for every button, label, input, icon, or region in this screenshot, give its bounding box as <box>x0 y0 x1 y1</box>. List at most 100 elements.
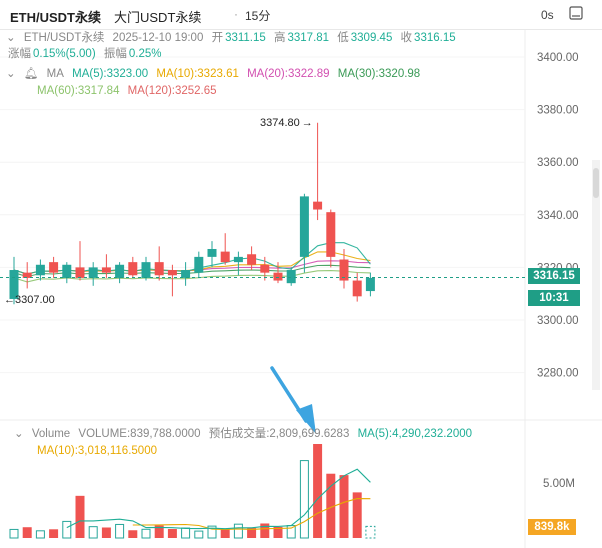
close-value: 3316.15 <box>414 32 456 44</box>
countdown-tag: 10:31 <box>528 290 580 306</box>
volume-bar <box>260 523 270 538</box>
candle-body <box>75 267 85 278</box>
volume-bar <box>181 527 191 539</box>
interval-selector[interactable]: 15分 <box>245 9 271 23</box>
price-tick-label: 3380.00 <box>537 105 579 117</box>
separator: · <box>234 7 238 21</box>
candle-body <box>181 270 191 278</box>
candle-body <box>167 270 177 276</box>
amp-value: 0.25% <box>128 48 162 60</box>
volume-bar <box>339 475 349 538</box>
candle-body <box>339 259 349 281</box>
candle-body <box>220 251 230 263</box>
price-tick-label: 3400.00 <box>537 52 579 64</box>
candle-body <box>299 196 309 257</box>
price-tick-label: 3280.00 <box>537 368 579 380</box>
legend-date: 2025-12-10 19:00 <box>112 32 204 44</box>
candle-body <box>128 262 138 276</box>
candle-body <box>365 277 375 292</box>
candle-body <box>22 272 32 278</box>
candle-body <box>207 248 217 257</box>
ohlc-legend: ⌄ ETH/USDT永续 2025-12-10 19:00 开 3311.15 高… <box>6 30 461 46</box>
volume-ma10: MA(10):3,018,116.5000 <box>37 445 157 457</box>
candle-body <box>352 280 362 297</box>
volume-bar <box>141 528 151 539</box>
volume-bars <box>9 444 376 539</box>
price-axis: 3280.003300.003320.003340.003360.003380.… <box>537 52 579 380</box>
change-label: 涨幅 <box>8 48 31 60</box>
candle-body <box>115 264 125 278</box>
candle-body <box>88 267 98 278</box>
volume-bar <box>101 527 111 538</box>
chevron-down-icon[interactable]: ⌄ <box>6 68 16 80</box>
volume-tag: 839.8k <box>528 519 576 535</box>
volume-label: Volume <box>31 428 71 440</box>
ma30-line <box>13 264 371 278</box>
ma120-value: MA(120):3252.65 <box>127 85 217 97</box>
volume-ma10-line <box>132 498 371 530</box>
high-price-label: 3374.80 → <box>260 117 313 129</box>
scrollbar-thumb[interactable] <box>593 168 599 198</box>
change-legend: 涨幅 0.15%(5.00) 振幅 0.25% <box>8 46 166 62</box>
candle-body <box>326 212 336 257</box>
ma5-line <box>13 242 371 275</box>
change-value: 0.15%(5.00) <box>33 48 96 60</box>
volume-bar <box>233 523 243 539</box>
volume-ma-lines <box>66 468 371 530</box>
low-value: 3309.45 <box>350 32 393 44</box>
sub-title[interactable]: 大门USDT永续 <box>114 10 202 25</box>
price-tick-label: 3360.00 <box>537 157 579 169</box>
volume-estimate: 预估成交量:2,809,699.6283 <box>208 428 350 440</box>
candle-body <box>233 256 243 263</box>
ma5-value: MA(5):3323.00 <box>72 68 149 80</box>
fullscreen-icon[interactable] <box>569 6 583 20</box>
candle-body <box>101 267 111 273</box>
ma-label: MA <box>46 68 64 80</box>
annotation-arrow <box>270 366 316 434</box>
volume-bar <box>247 528 257 538</box>
scrollbar[interactable] <box>592 160 600 390</box>
volume-bar <box>154 525 164 538</box>
low-price-label: ←3307.00 <box>4 294 55 306</box>
arrow-head <box>296 404 316 434</box>
grid-lines <box>0 30 602 548</box>
volume-bar <box>273 526 283 538</box>
candlesticks <box>9 122 375 305</box>
volume-legend-2: MA(10):3,018,116.5000 <box>37 443 162 459</box>
moving-average-lines <box>13 242 371 283</box>
last-price-tag: 3316.15 <box>528 268 580 284</box>
high-label: 高 <box>273 32 286 44</box>
bell-icon[interactable]: 🔔︎ <box>23 68 39 80</box>
price-tick-label: 3340.00 <box>537 210 579 222</box>
volume-bar <box>326 473 336 538</box>
volume-bar <box>313 444 323 538</box>
countdown-text: 0s <box>541 8 554 22</box>
close-label: 收 <box>400 32 413 44</box>
candle-body <box>247 254 257 265</box>
ma30-value: MA(30):3320.98 <box>337 68 421 80</box>
amp-label: 振幅 <box>103 48 127 60</box>
volume-bar <box>35 530 45 539</box>
candle-body <box>141 262 151 278</box>
open-value: 3311.15 <box>225 32 266 44</box>
open-label: 开 <box>211 32 224 44</box>
symbol-title[interactable]: ETH/USDT永续 <box>10 10 102 25</box>
candle-body <box>286 270 296 284</box>
candle-body <box>154 262 164 276</box>
candle-body <box>313 201 323 210</box>
volume-axis-tick: 5.00M <box>543 478 575 490</box>
volume-bar <box>220 529 230 538</box>
low-label: 低 <box>337 32 349 44</box>
volume-bar <box>194 530 204 539</box>
candle-body <box>35 264 45 276</box>
chevron-down-icon[interactable]: ⌄ <box>6 32 16 44</box>
volume-bar <box>88 526 98 539</box>
volume-legend: ⌄ Volume VOLUME:839,788.0000 预估成交量:2,809… <box>14 426 477 442</box>
chevron-down-icon[interactable]: ⌄ <box>14 428 24 440</box>
volume-bar <box>128 530 138 538</box>
volume-ma5-line <box>66 468 371 530</box>
candle-body <box>260 264 270 273</box>
volume-bar <box>299 460 309 539</box>
volume-value: VOLUME:839,788.0000 <box>78 428 201 440</box>
